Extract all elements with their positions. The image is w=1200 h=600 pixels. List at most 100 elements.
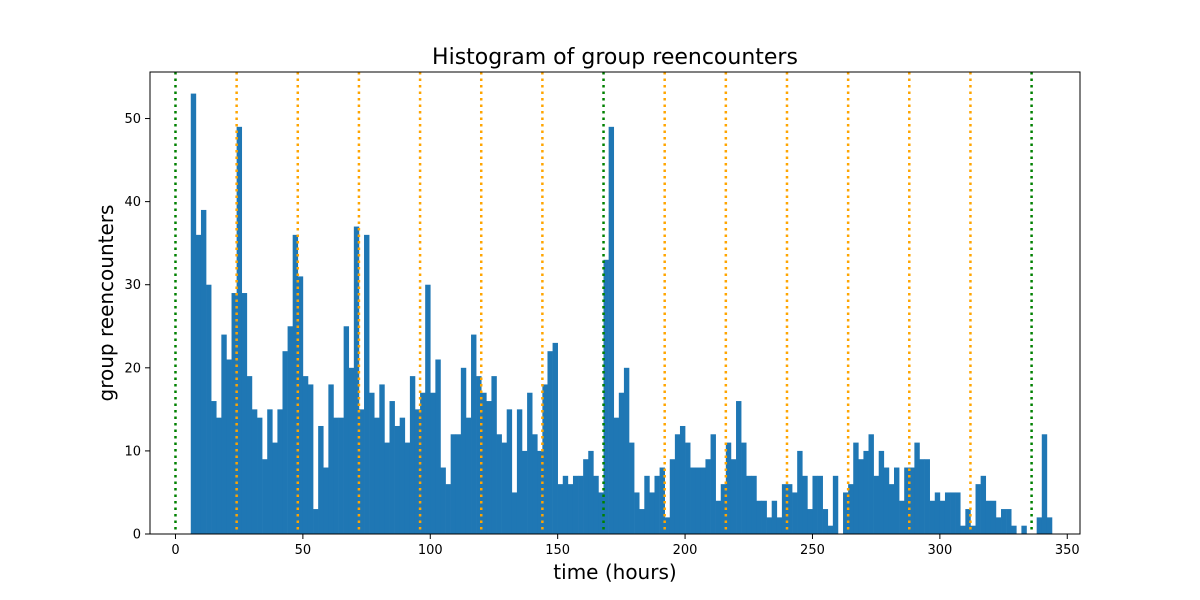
histogram-bar xyxy=(812,475,818,534)
histogram-bar xyxy=(843,492,849,534)
histogram-bar xyxy=(827,525,834,534)
x-tick-label: 150 xyxy=(545,543,570,558)
histogram-bar xyxy=(307,384,314,534)
histogram-bar xyxy=(634,492,640,534)
histogram-bar xyxy=(328,384,334,534)
histogram-bar xyxy=(333,417,339,534)
histogram-bar xyxy=(598,492,604,534)
histogram-bar xyxy=(797,450,803,534)
histogram-bar xyxy=(848,484,854,534)
histogram-bar xyxy=(888,484,895,534)
histogram-bar xyxy=(878,450,885,534)
histogram-bar xyxy=(516,409,523,534)
histogram-bar xyxy=(190,93,197,534)
histogram-bar xyxy=(807,509,813,534)
histogram-bar xyxy=(557,484,564,534)
histogram-bar xyxy=(450,434,457,534)
y-tick-label: 0 xyxy=(133,528,141,543)
histogram-bar xyxy=(241,293,248,534)
histogram-bar xyxy=(1046,517,1053,534)
histogram-bar xyxy=(460,367,467,534)
y-tick-label: 40 xyxy=(124,195,141,210)
histogram-bar xyxy=(216,417,222,534)
histogram-bar xyxy=(511,492,518,534)
y-tick-label: 20 xyxy=(124,361,141,376)
reference-lines-group xyxy=(174,72,1033,534)
histogram-bar xyxy=(593,475,599,534)
histogram-bar xyxy=(629,442,635,534)
histogram-bar xyxy=(414,409,421,534)
histogram-bar xyxy=(965,509,971,534)
histogram-bar xyxy=(348,367,355,534)
histogram-bar xyxy=(746,475,752,534)
histogram-bar xyxy=(1001,509,1007,534)
histogram-bar xyxy=(899,500,905,534)
histogram-bar xyxy=(950,492,956,534)
histogram-bar xyxy=(297,276,304,534)
histogram-bar xyxy=(909,467,915,534)
histogram-bar xyxy=(858,459,864,534)
histogram-bar xyxy=(343,326,350,534)
histogram-bar xyxy=(364,234,370,535)
histogram-bar xyxy=(766,517,772,534)
histogram-bar xyxy=(975,484,981,534)
histogram-bar xyxy=(939,500,946,534)
histogram-bar xyxy=(236,126,243,534)
histogram-bar xyxy=(369,392,375,534)
histogram-bar xyxy=(1021,525,1027,534)
histogram-bar xyxy=(924,459,930,534)
histogram-bar xyxy=(389,401,395,534)
histogram-bar xyxy=(506,409,513,534)
histogram-bar xyxy=(664,517,671,534)
histogram-bar xyxy=(649,492,655,534)
x-axis-label: time (hours) xyxy=(553,560,676,584)
y-ticks-group: 0 10 20 30 40 50 xyxy=(124,112,150,543)
histogram-bar xyxy=(603,259,609,534)
x-ticks-group: 0 50 100 150 200 250 300 350 xyxy=(171,534,1080,558)
y-axis-label: group reencounters xyxy=(94,205,118,402)
histogram-bar xyxy=(226,359,232,534)
histogram-bar xyxy=(1011,525,1017,534)
histogram-bar xyxy=(231,293,237,534)
histogram-bar xyxy=(695,467,701,534)
histogram-bar xyxy=(221,334,227,534)
histogram-bar xyxy=(353,226,360,535)
histogram-bar xyxy=(583,459,589,534)
histogram-bar xyxy=(690,467,696,534)
histogram-bar xyxy=(883,467,890,534)
histogram-bar xyxy=(471,334,477,534)
histogram-bar xyxy=(761,500,767,534)
histogram-bar xyxy=(944,492,951,534)
histogram-bar xyxy=(868,434,874,534)
histogram-bar xyxy=(705,459,711,534)
histogram-bar xyxy=(358,409,365,534)
histogram-bar xyxy=(919,459,925,534)
histogram-bar xyxy=(955,492,961,534)
histogram-bar xyxy=(287,326,293,534)
histogram-bar xyxy=(817,475,823,534)
histogram-bar xyxy=(608,126,615,534)
histogram-bar xyxy=(277,409,283,534)
histogram-bar xyxy=(715,500,722,534)
histogram-bar xyxy=(873,475,880,534)
histogram-bar xyxy=(547,351,553,534)
histogram-bar xyxy=(267,409,273,534)
histogram-bar xyxy=(914,442,920,534)
histogram-bar xyxy=(970,525,976,534)
histogram-bar xyxy=(399,417,406,534)
histogram-bar xyxy=(200,209,207,534)
histogram-bar xyxy=(195,234,202,535)
histogram-bar xyxy=(822,509,829,534)
histogram-bar xyxy=(730,459,737,534)
histogram-bar xyxy=(639,509,645,534)
histogram-bar xyxy=(720,484,727,534)
histogram-bar xyxy=(246,376,253,534)
histogram-bar xyxy=(853,442,859,534)
histogram-bar xyxy=(435,359,441,534)
histogram-bar xyxy=(302,376,309,534)
histogram-bar xyxy=(572,475,579,534)
x-tick-label: 300 xyxy=(927,543,952,558)
histogram-bar xyxy=(786,484,793,534)
histogram-bar xyxy=(1041,434,1048,534)
